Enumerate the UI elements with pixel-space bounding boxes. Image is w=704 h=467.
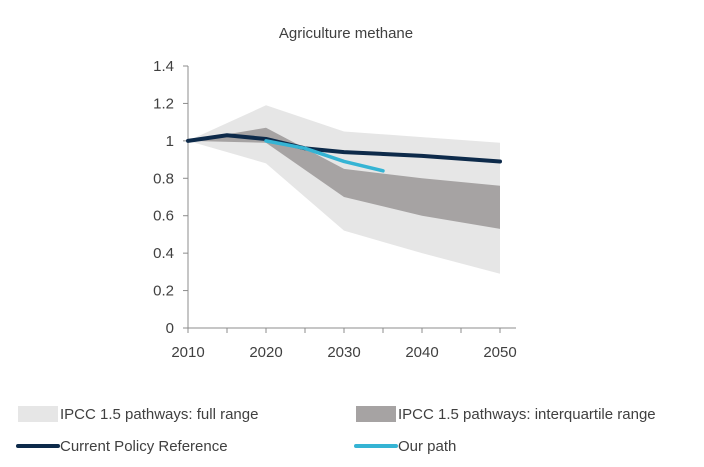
x-tick-label: 2010 <box>171 344 204 361</box>
y-tick-label: 1.2 <box>153 95 174 112</box>
y-tick-label: 0.8 <box>153 170 174 187</box>
x-tick-label: 2050 <box>483 344 516 361</box>
legend-our-path: Our path <box>354 438 456 455</box>
y-tick-label: 1 <box>166 133 174 150</box>
legend-current-policy-label: Current Policy Reference <box>60 438 228 455</box>
legend-full-range-swatch <box>18 406 58 422</box>
y-tick-label: 1.4 <box>153 58 174 75</box>
legend-interquartile-range-swatch <box>356 406 396 422</box>
series-layer <box>186 133 502 173</box>
x-tick-label: 2030 <box>327 344 360 361</box>
our-path-line <box>264 139 385 173</box>
y-tick-label: 0.4 <box>153 245 174 262</box>
legend-current-policy: Current Policy Reference <box>16 438 228 455</box>
legend-interquartile-range-label: IPCC 1.5 pathways: interquartile range <box>398 406 656 423</box>
legend-our-path-label: Our path <box>398 438 456 455</box>
y-tick-label: 0.2 <box>153 283 174 300</box>
axes-layer: 0 0.2 0.4 0.6 0.8 1 1.2 1.4 2010 2020 2030 2040 2050 <box>153 58 517 361</box>
legend-full-range: IPCC 1.5 pathways: full range <box>18 406 258 423</box>
x-tick-label: 2040 <box>405 344 438 361</box>
interquartile-range-band <box>188 127 500 229</box>
legend: IPCC 1.5 pathways: full range IPCC 1.5 pa… <box>16 406 656 455</box>
legend-interquartile-range: IPCC 1.5 pathways: interquartile range <box>356 406 656 423</box>
bands-layer <box>188 105 500 274</box>
y-tick-label: 0.6 <box>153 208 174 225</box>
chart-title: Agriculture methane <box>279 25 413 42</box>
y-tick-label: 0 <box>166 320 174 337</box>
x-tick-label: 2020 <box>249 344 282 361</box>
legend-full-range-label: IPCC 1.5 pathways: full range <box>60 406 258 423</box>
